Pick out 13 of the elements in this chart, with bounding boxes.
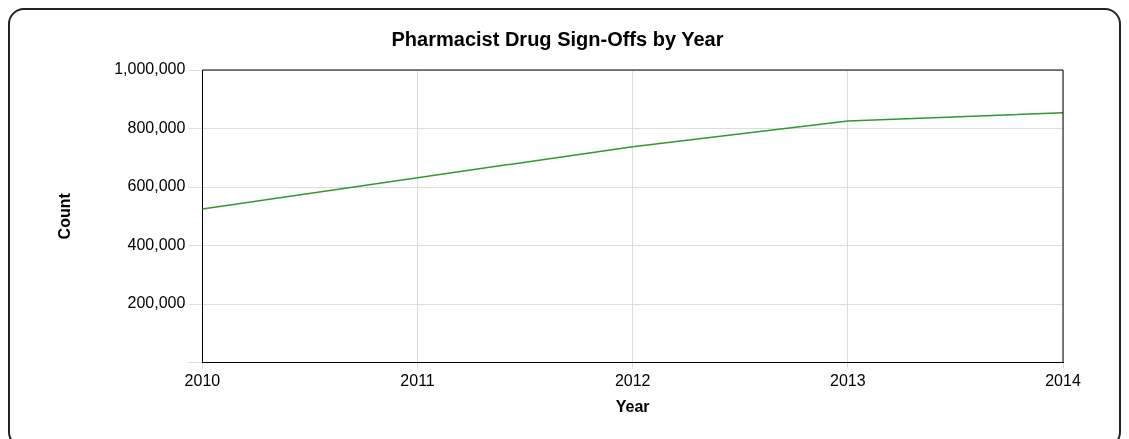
y-tick-label: 600,000 xyxy=(127,177,186,195)
x-tick-label: 2014 xyxy=(1045,371,1081,389)
y-tick-label: 400,000 xyxy=(127,235,186,253)
x-tick-label: 2013 xyxy=(830,371,866,389)
chart-title: Pharmacist Drug Sign-Offs by Year xyxy=(391,27,724,50)
x-tick-label: 2012 xyxy=(614,371,651,389)
y-tick-label: 800,000 xyxy=(127,118,186,136)
y-axis-title: Count xyxy=(56,192,74,240)
y-tick-label: 200,000 xyxy=(127,294,186,312)
x-tick-label: 2010 xyxy=(184,371,221,389)
y-tick-label: 1,000,000 xyxy=(114,60,186,78)
x-axis-title: Year xyxy=(615,397,650,415)
x-tick-label: 2011 xyxy=(400,371,435,389)
